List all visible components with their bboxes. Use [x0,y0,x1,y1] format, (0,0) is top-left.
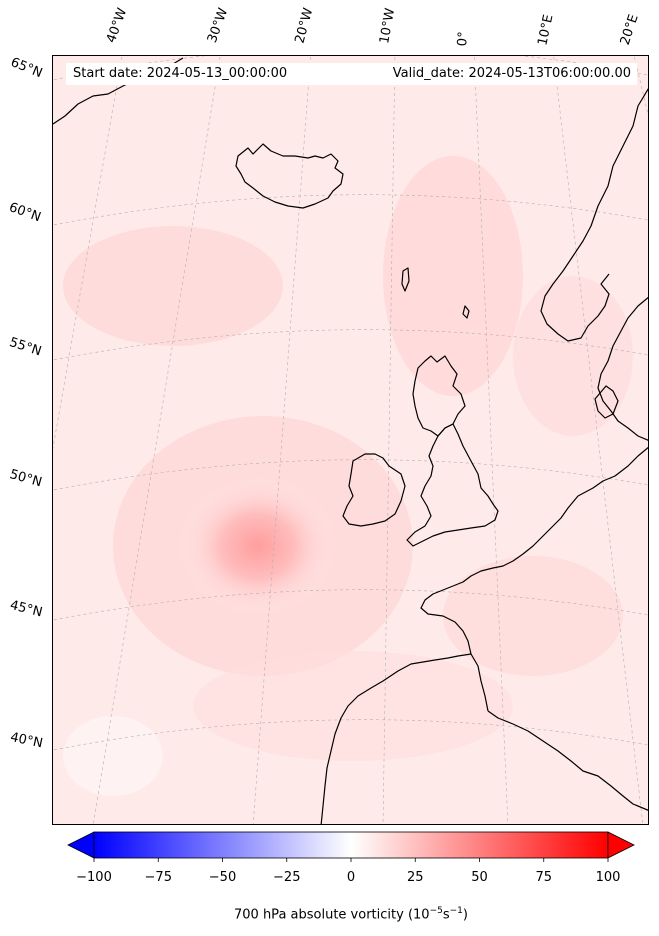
mediterranean-coast [487,710,648,811]
meridian-line [553,56,644,824]
longitude-label-40w: 40°W [103,6,131,45]
field-blob [383,156,523,396]
field-blob [193,651,513,761]
sweden-denmark-coast [597,296,648,441]
colorbar-gradient [93,831,609,859]
colorbar-label-exponent: −5 [429,906,443,916]
colorbar-tick-label: −25 [273,870,301,885]
colorbar-tick-label: 0 [346,870,356,885]
longitude-label-10w: 10°W [377,7,399,46]
parallel-line [53,459,648,491]
field-blob [63,716,163,796]
colorbar-tick-label: 75 [535,870,553,885]
colorbar-label-exponent2: −1 [449,906,463,916]
field-blob [443,556,623,676]
parallel-line [53,589,648,621]
meridian-line [93,56,221,824]
colorbar-label-main: 700 hPa absolute vorticity (10 [234,907,430,923]
parallel-line [53,719,648,751]
faroe-islands [462,305,470,319]
longitude-label-20e: 20°E [617,12,642,48]
coastlines [53,57,648,824]
colorbar-min-extend [67,831,95,859]
latitude-label-45n: 45°N [8,598,44,621]
colorbar-tick-label: −100 [76,870,112,885]
latitude-label-40n: 40°N [8,730,45,752]
iceland-coast [235,143,344,209]
latitude-label-60n: 60°N [6,200,43,226]
latitude-label-55n: 55°N [7,335,44,360]
latitude-label-65n: 65°N [8,55,45,82]
colorbar-tick-label: 25 [406,870,424,885]
vorticity-map [53,56,648,824]
parallel-line [53,329,648,361]
colorbar-label-end: ) [462,907,468,923]
colorbar-tick-label: 100 [595,870,621,885]
iberia-coast [320,653,472,824]
colorbar [67,831,635,862]
denmark-coast [594,385,619,419]
colorbar-label: 700 hPa absolute vorticity (10−5s−1) [0,906,659,922]
longitude-label-10e: 10°E [535,13,557,48]
map-panel [52,55,649,825]
longitude-label-30w: 30°W [204,6,232,45]
vorticity-field [53,56,648,824]
longitude-label-20w: 20°W [292,6,317,45]
colorbar-label-unit: s [442,907,450,923]
latitude-label-50n: 50°N [7,467,44,491]
field-blob [513,276,633,436]
cyclone-core [178,476,338,616]
continent-coast [420,446,648,712]
scotland-coast [412,355,466,437]
field-blob [63,226,283,346]
colorbar-tick-label: −50 [208,870,237,885]
colorbar-tickmarks [93,858,609,862]
parallel-line [53,194,648,226]
ireland-coast [342,453,406,527]
britain-coast [406,423,499,547]
norway-coast [540,88,648,342]
colorbar-tick-label: −75 [144,870,172,885]
longitude-label-0: 0° [455,30,472,47]
shetland-islands [401,267,410,292]
colorbar-max-extend [607,831,635,859]
colorbar-tick-label: 50 [471,870,488,885]
start-date-label: Start date: 2024-05-13_00:00:00 [66,63,346,85]
valid-date-label: Valid_date: 2024-05-13T06:00:00.00 [346,63,637,85]
